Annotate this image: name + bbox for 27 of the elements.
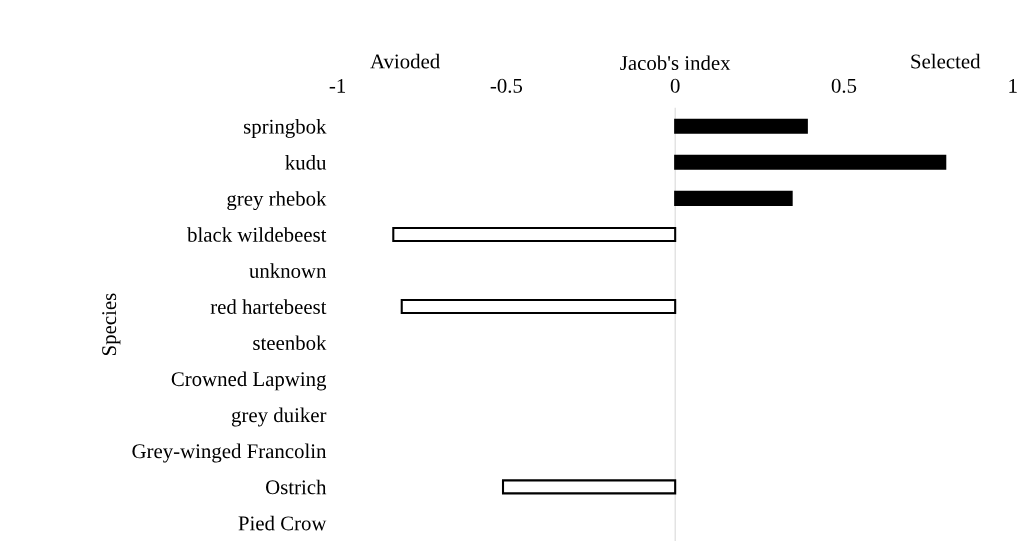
y-tick-label: Grey-winged Francolin — [132, 443, 327, 463]
x-axis-title: Jacob's index — [620, 55, 731, 71]
y-tick-label: steenbok — [253, 335, 327, 351]
bar — [392, 226, 677, 242]
y-tick-label: grey duiker — [231, 407, 327, 427]
x-tick-label: 0.5 — [831, 78, 857, 93]
bar — [674, 190, 793, 206]
bar — [674, 118, 808, 134]
bar — [501, 479, 677, 495]
y-tick-label: red hartebeest — [210, 299, 327, 314]
y-axis-title: Species — [102, 293, 121, 356]
y-tick-label: Ostrich — [266, 479, 327, 495]
x-tick-label: 0 — [670, 78, 680, 93]
bar — [674, 154, 947, 170]
y-tick-label: unknown — [249, 263, 327, 278]
x-tick-label: 1 — [1009, 78, 1017, 93]
bar — [400, 299, 677, 315]
x-tick-label: -0.5 — [490, 78, 523, 93]
text: Selected — [911, 53, 981, 69]
y-tick-label: Pied Crow — [238, 515, 327, 531]
y-tick-label: springbok — [244, 119, 327, 138]
y-tick-label: black wildebeest — [187, 227, 327, 242]
y-tick-label: grey rhebok — [227, 191, 327, 211]
y-tick-label: kudu — [285, 155, 327, 170]
y-tick-label: Crowned Lapwing — [171, 371, 327, 391]
x-tick-label: -1 — [329, 78, 346, 93]
text: Avioded — [370, 53, 440, 69]
